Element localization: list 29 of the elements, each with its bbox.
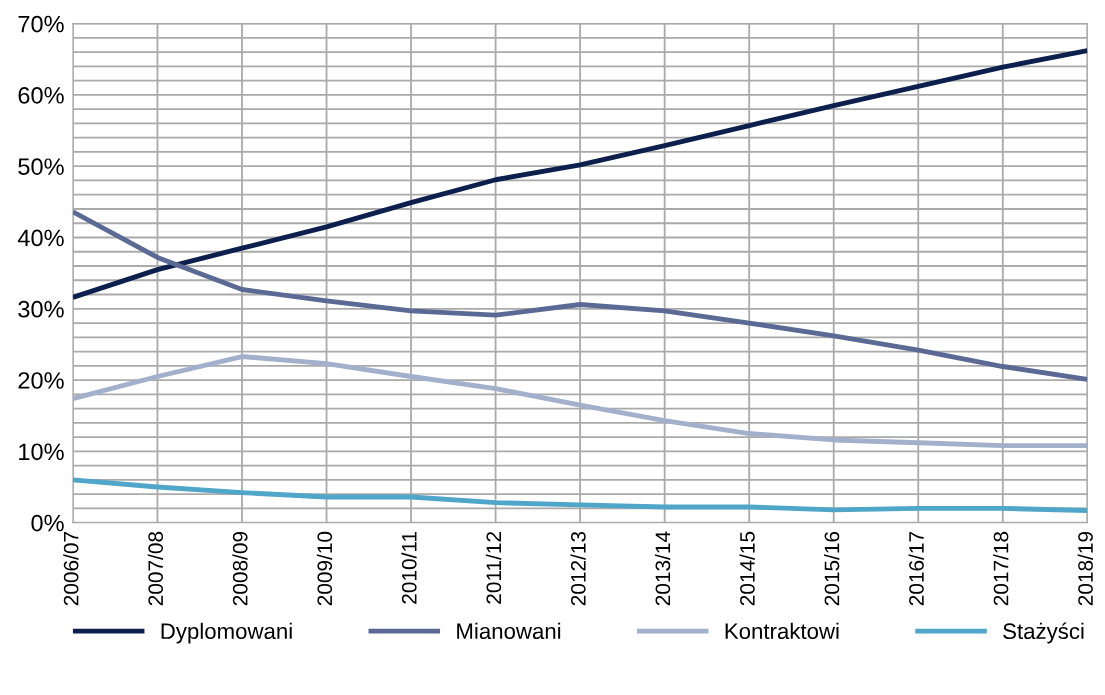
x-tick-label: 2018/19: [1077, 531, 1093, 606]
x-tick-label: 2013/14: [654, 531, 671, 606]
y-tick-label: 60%: [18, 86, 64, 104]
x-tick-label: 2017/18: [993, 531, 1009, 606]
y-tick-label: 50%: [18, 158, 64, 175]
x-tick-label: 2009/10: [316, 531, 333, 606]
x-tick-label: 2010/11: [401, 531, 417, 604]
legend-label: Dyplomowani: [161, 622, 292, 644]
y-tick-label: 10%: [19, 443, 64, 461]
y-tick-label: 40%: [17, 229, 64, 247]
x-tick-label: 2006/07: [63, 532, 79, 606]
line-series: [72, 48, 1088, 300]
x-tick-label: 2007/08: [147, 531, 164, 606]
x-tick-label: 2012/13: [570, 531, 586, 606]
legend-label: Stażyści: [1003, 622, 1084, 644]
legend-label: Mianowani: [457, 622, 561, 640]
y-tick-label: 30%: [18, 300, 64, 318]
x-tick-label: 2011/12: [485, 532, 502, 604]
legend-label: Kontraktowi: [725, 622, 839, 640]
y-tick-label: 70%: [18, 15, 64, 33]
y-tick-label: 20%: [18, 372, 64, 389]
x-tick-label: 2014/15: [739, 531, 755, 606]
y-tick-label: 0%: [31, 514, 64, 532]
x-tick-label: 2015/16: [824, 531, 840, 606]
x-tick-label: 2008/09: [232, 531, 248, 606]
line-series: [72, 477, 1088, 513]
x-tick-label: 2016/17: [908, 532, 924, 606]
line-series: [72, 209, 1088, 382]
line-series: [72, 354, 1088, 449]
